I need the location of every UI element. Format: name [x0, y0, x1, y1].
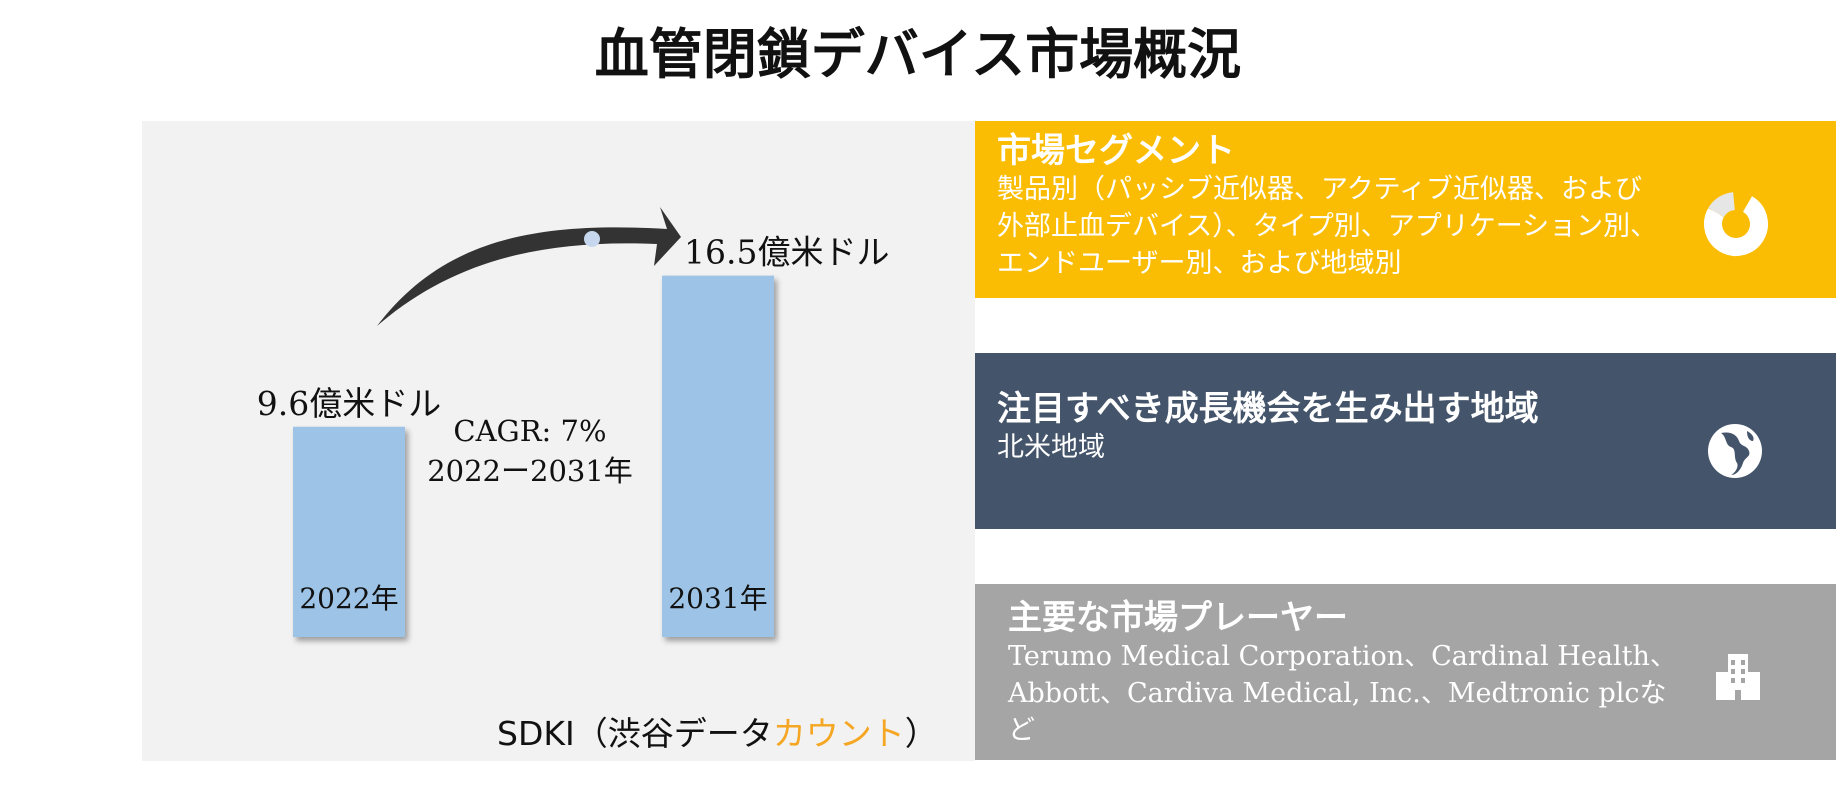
source-suffix: ） — [904, 714, 938, 753]
building-icon — [1716, 654, 1760, 700]
card-body: Terumo Medical Corporation、Cardinal Heal… — [1008, 641, 1677, 746]
source-prefix: SDKI（渋谷データ — [497, 714, 773, 753]
card-body: 北米地域 — [997, 432, 1105, 463]
card-heading: 市場セグメント — [997, 131, 1235, 171]
category-label: 2031年 — [668, 582, 767, 615]
globe-icon — [1708, 424, 1762, 478]
cagr-annotation: CAGR: 7% 2022ー2031年 — [410, 411, 650, 491]
card-heading: 主要な市場プレーヤー — [1008, 598, 1348, 638]
category-label: 2022年 — [299, 582, 398, 615]
cagr-label: CAGR: 7% — [453, 414, 607, 448]
source-accent: カウント — [772, 714, 905, 753]
growth-arrow — [377, 207, 681, 326]
bar-2022年 — [293, 426, 405, 637]
bar-chart: 2022年 9.6億米ドル 2031年 16.5億米ドル — [257, 207, 889, 637]
card-heading: 注目すべき成長機会を生み出す地域 — [997, 389, 1539, 429]
card-key-players: 主要な市場プレーヤー Terumo Medical Corporation、Ca… — [975, 584, 1836, 760]
donut-chart-icon — [1704, 192, 1768, 256]
cagr-period: 2022ー2031年 — [427, 454, 633, 488]
value-label: 9.6億米ドル — [257, 384, 441, 423]
card-growth-region: 注目すべき成長機会を生み出す地域 北米地域 — [975, 353, 1836, 529]
arrow-dot — [584, 231, 600, 247]
card-body: 製品別（パッシブ近似器、アクティブ近似器、および外部止血デバイス）、タイプ別、ア… — [997, 174, 1658, 279]
chart-panel: 2022年 9.6億米ドル 2031年 16.5億米ドル CAGR: 7% 2022ー… — [142, 121, 975, 761]
source-credit: SDKI（渋谷データカウント） — [497, 707, 938, 755]
page-title: 血管閉鎖デバイス市場概況 — [594, 22, 1242, 86]
card-market-segments: 市場セグメント 製品別（パッシブ近似器、アクティブ近似器、および外部止血デバイス… — [975, 121, 1836, 298]
bar-2031年 — [662, 275, 774, 637]
value-label: 16.5億米ドル — [684, 233, 889, 272]
